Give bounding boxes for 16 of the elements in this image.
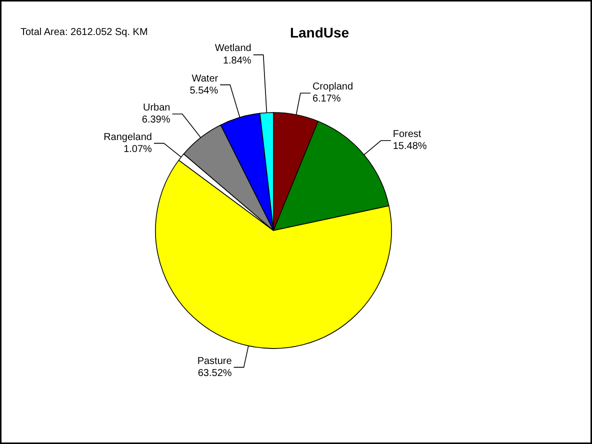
slice-label: Cropland (312, 82, 354, 93)
data-label: 6.17% (312, 94, 341, 105)
slice-label: Urban (143, 102, 170, 114)
slice-label: Rangeland (104, 132, 152, 143)
data-label: 1.07% (124, 144, 152, 155)
chart-title: LandUse (290, 24, 350, 40)
slice-label: Wetland (214, 43, 252, 54)
data-label: 1.84% (222, 55, 252, 66)
data-label: 63.52% (198, 368, 232, 379)
slice-label: Pasture (197, 356, 232, 367)
data-label: 5.54% (190, 85, 218, 96)
slice-label: Forest (392, 129, 422, 140)
data-label: 15.48% (392, 141, 427, 152)
text: Total Area: 2612.052 Sq. KM (20, 27, 148, 38)
data-label: 6.39% (142, 114, 170, 126)
slice-label: Water (192, 73, 219, 84)
